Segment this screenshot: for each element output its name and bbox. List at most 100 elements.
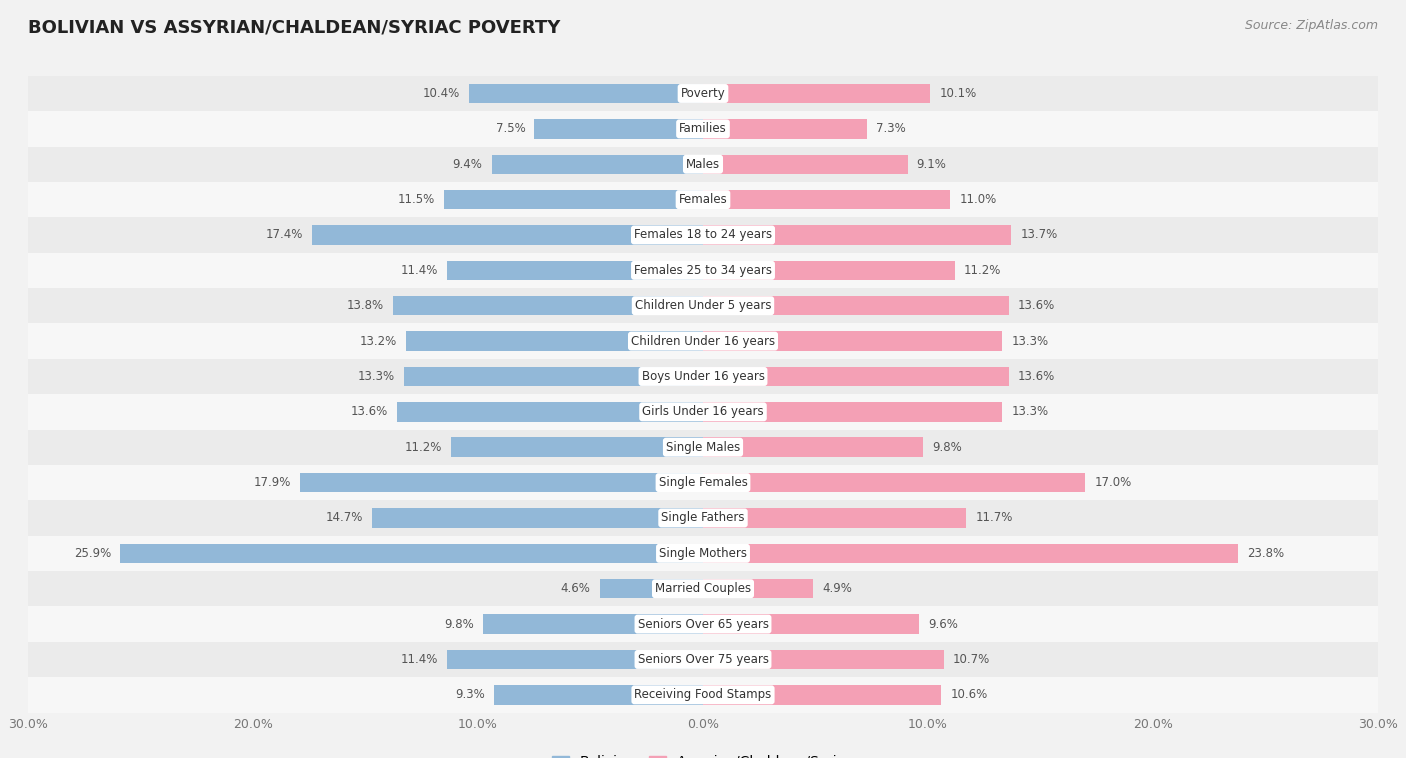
Text: 13.3%: 13.3% [357,370,395,383]
Bar [392,296,703,315]
Bar [28,218,1378,252]
Text: 9.8%: 9.8% [444,618,474,631]
Text: 13.6%: 13.6% [1018,370,1054,383]
Text: Seniors Over 75 years: Seniors Over 75 years [637,653,769,666]
Bar [312,225,703,245]
Bar [28,146,1378,182]
Text: 10.7%: 10.7% [953,653,990,666]
Bar [703,685,942,705]
Text: 14.7%: 14.7% [326,512,363,525]
Bar [599,579,703,599]
Text: 10.6%: 10.6% [950,688,987,701]
Bar [28,536,1378,571]
Text: Receiving Food Stamps: Receiving Food Stamps [634,688,772,701]
Text: 9.3%: 9.3% [456,688,485,701]
Text: 11.4%: 11.4% [401,653,437,666]
Text: 17.0%: 17.0% [1094,476,1132,489]
Text: 10.1%: 10.1% [939,87,976,100]
Text: 11.2%: 11.2% [965,264,1001,277]
Bar [28,76,1378,111]
Bar [396,402,703,421]
Bar [703,579,813,599]
Bar [703,119,868,139]
Bar [703,190,950,209]
Text: 13.7%: 13.7% [1021,228,1057,242]
Text: 9.8%: 9.8% [932,440,962,454]
Bar [482,614,703,634]
Bar [447,261,703,280]
Text: Children Under 5 years: Children Under 5 years [634,299,772,312]
Bar [444,190,703,209]
Bar [703,296,1010,315]
Bar [703,155,908,174]
Bar [703,650,943,669]
Bar [28,359,1378,394]
Bar [28,111,1378,146]
Bar [406,331,703,351]
Text: Single Males: Single Males [666,440,740,454]
Bar [28,182,1378,218]
Text: 7.3%: 7.3% [876,122,905,136]
Text: 9.4%: 9.4% [453,158,482,171]
Text: Females 18 to 24 years: Females 18 to 24 years [634,228,772,242]
Bar [703,84,931,103]
Text: 13.2%: 13.2% [360,334,396,348]
Bar [703,367,1010,387]
Legend: Bolivian, Assyrian/Chaldean/Syriac: Bolivian, Assyrian/Chaldean/Syriac [553,755,853,758]
Text: Families: Families [679,122,727,136]
Text: Females 25 to 34 years: Females 25 to 34 years [634,264,772,277]
Text: 7.5%: 7.5% [495,122,526,136]
Bar [28,677,1378,713]
Text: 4.9%: 4.9% [823,582,852,595]
Text: Single Females: Single Females [658,476,748,489]
Text: Single Fathers: Single Fathers [661,512,745,525]
Text: BOLIVIAN VS ASSYRIAN/CHALDEAN/SYRIAC POVERTY: BOLIVIAN VS ASSYRIAN/CHALDEAN/SYRIAC POV… [28,19,561,37]
Bar [447,650,703,669]
Text: Seniors Over 65 years: Seniors Over 65 years [637,618,769,631]
Text: 9.1%: 9.1% [917,158,946,171]
Text: 13.3%: 13.3% [1011,334,1049,348]
Bar [470,84,703,103]
Bar [28,324,1378,359]
Text: Children Under 16 years: Children Under 16 years [631,334,775,348]
Text: 11.7%: 11.7% [976,512,1012,525]
Bar [404,367,703,387]
Text: 10.4%: 10.4% [423,87,460,100]
Text: 11.4%: 11.4% [401,264,437,277]
Text: 13.3%: 13.3% [1011,406,1049,418]
Bar [373,509,703,528]
Bar [451,437,703,457]
Bar [28,465,1378,500]
Bar [28,252,1378,288]
Text: 13.6%: 13.6% [1018,299,1054,312]
Text: 4.6%: 4.6% [561,582,591,595]
Text: Males: Males [686,158,720,171]
Text: Source: ZipAtlas.com: Source: ZipAtlas.com [1244,19,1378,32]
Text: Boys Under 16 years: Boys Under 16 years [641,370,765,383]
Text: Females: Females [679,193,727,206]
Bar [703,614,920,634]
Bar [28,571,1378,606]
Bar [28,642,1378,677]
Bar [28,288,1378,324]
Bar [121,543,703,563]
Bar [703,331,1002,351]
Bar [494,685,703,705]
Text: Girls Under 16 years: Girls Under 16 years [643,406,763,418]
Bar [28,430,1378,465]
Text: 9.6%: 9.6% [928,618,957,631]
Bar [703,402,1002,421]
Bar [301,473,703,493]
Bar [703,543,1239,563]
Bar [703,509,966,528]
Text: Married Couples: Married Couples [655,582,751,595]
Bar [28,500,1378,536]
Text: 11.5%: 11.5% [398,193,436,206]
Text: 23.8%: 23.8% [1247,547,1285,560]
Text: Poverty: Poverty [681,87,725,100]
Text: Single Mothers: Single Mothers [659,547,747,560]
Text: 25.9%: 25.9% [75,547,111,560]
Text: 11.2%: 11.2% [405,440,441,454]
Text: 13.6%: 13.6% [352,406,388,418]
Bar [703,473,1085,493]
